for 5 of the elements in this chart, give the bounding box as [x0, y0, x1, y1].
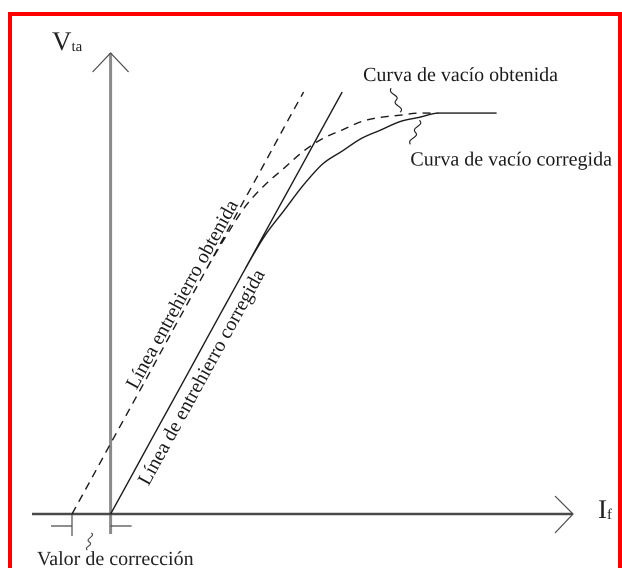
x-axis-title: If	[598, 494, 612, 524]
series-label: Curva de vacío obtenida	[363, 64, 558, 86]
y-axis-title: Vta	[52, 26, 83, 56]
text: Valor de corrección	[37, 548, 194, 568]
legend-label: Curva de vacío corregida	[410, 148, 612, 170]
